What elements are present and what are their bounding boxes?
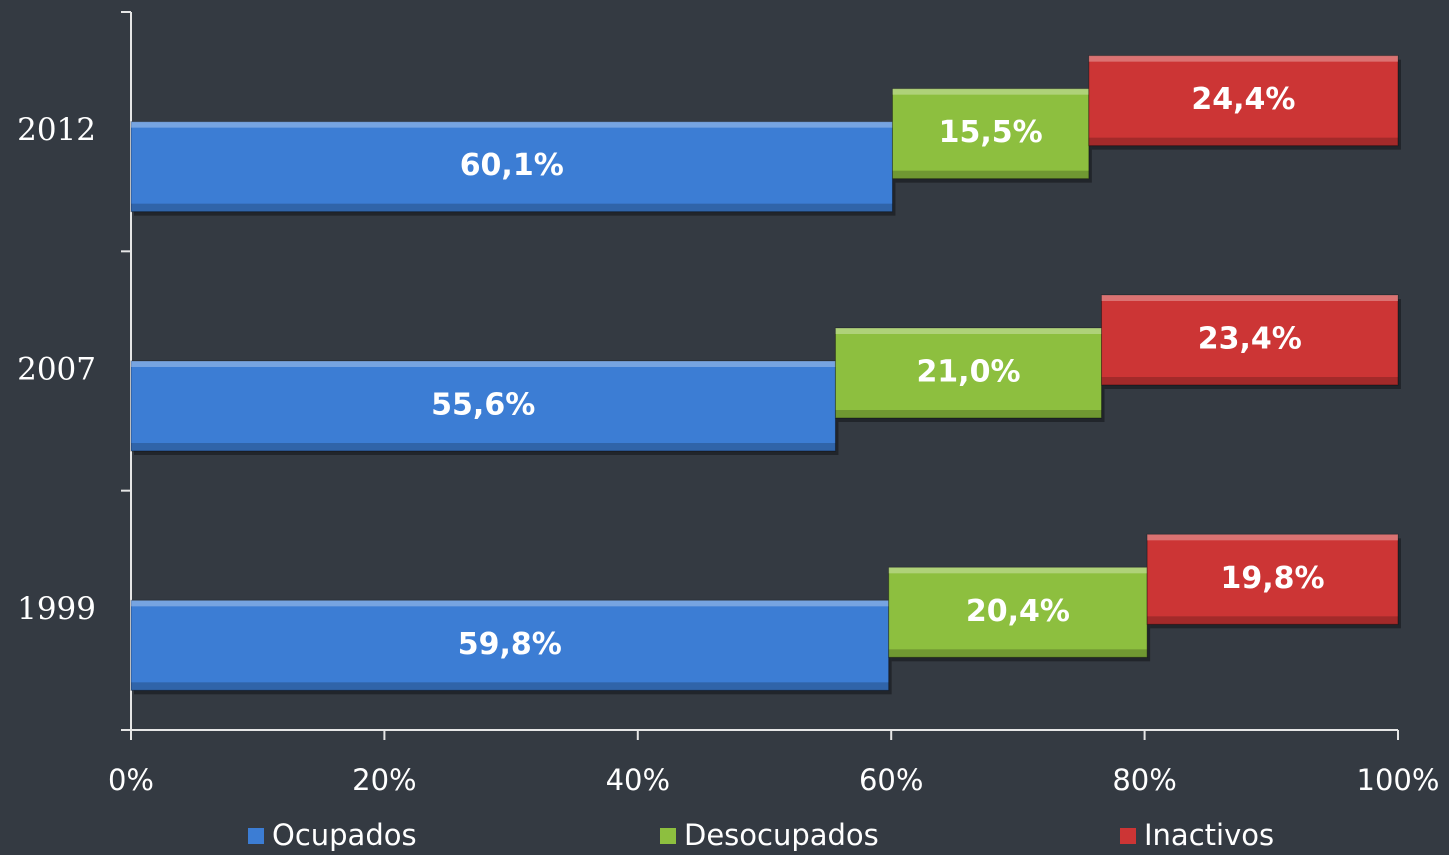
x-tick-label: 80% xyxy=(1112,763,1176,797)
legend-label: Desocupados xyxy=(684,818,879,852)
legend-label: Ocupados xyxy=(272,818,417,852)
legend-marker xyxy=(1120,828,1136,844)
bar xyxy=(130,599,890,691)
value-label: 55,6% xyxy=(431,388,535,423)
legend-marker xyxy=(248,828,264,844)
bar-gloss xyxy=(131,600,889,607)
value-label: 59,8% xyxy=(458,627,562,662)
y-tick-label: 2007 xyxy=(17,352,96,388)
legend-label: Inactivos xyxy=(1144,818,1274,852)
bar-shade xyxy=(1088,137,1398,146)
bar-shade xyxy=(1147,616,1398,625)
bar xyxy=(1101,294,1399,386)
bar xyxy=(1146,533,1399,625)
bar xyxy=(130,360,836,452)
bar-gloss xyxy=(131,361,836,367)
x-tick-label: 40% xyxy=(606,763,670,797)
bar-shade xyxy=(131,682,889,691)
bar-shade xyxy=(888,649,1148,658)
value-label: 24,4% xyxy=(1191,82,1295,117)
bar-gloss xyxy=(1088,55,1398,62)
bar-shade xyxy=(1101,377,1398,385)
x-tick-label: 20% xyxy=(352,763,416,797)
bar-gloss xyxy=(835,328,1102,334)
value-label: 23,4% xyxy=(1198,322,1302,357)
bar-gloss xyxy=(1101,295,1398,301)
value-label: 19,8% xyxy=(1221,561,1325,596)
bar-shade xyxy=(131,443,836,451)
bar xyxy=(130,121,893,213)
y-tick-label: 2012 xyxy=(17,112,96,148)
bar-gloss xyxy=(1147,534,1398,541)
bar-gloss xyxy=(888,567,1148,574)
legend-marker xyxy=(660,828,676,844)
value-label: 20,4% xyxy=(966,594,1070,629)
bar-shade xyxy=(835,410,1102,418)
bar xyxy=(834,327,1103,419)
x-tick-label: 0% xyxy=(108,763,154,797)
bar-shade xyxy=(892,170,1089,179)
y-tick-label: 1999 xyxy=(17,591,96,627)
bar-gloss xyxy=(892,88,1089,95)
bar xyxy=(888,566,1148,658)
bar-shade xyxy=(131,203,893,212)
x-tick-label: 60% xyxy=(859,763,923,797)
x-tick-label: 100% xyxy=(1357,763,1440,797)
value-label: 15,5% xyxy=(939,115,1043,150)
value-label: 21,0% xyxy=(916,355,1020,390)
bar xyxy=(1088,55,1399,147)
bar xyxy=(891,88,1090,180)
bar-gloss xyxy=(131,121,893,128)
value-label: 60,1% xyxy=(460,148,564,183)
